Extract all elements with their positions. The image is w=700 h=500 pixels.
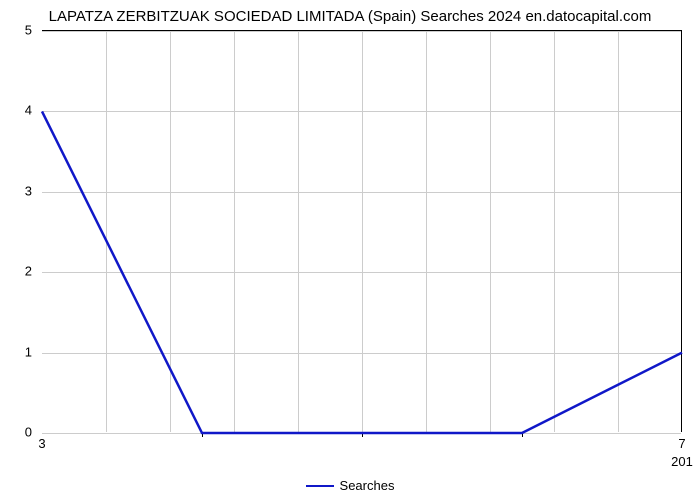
chart-container: LAPATZA ZERBITZUAK SOCIEDAD LIMITADA (Sp… bbox=[0, 0, 700, 500]
y-tick-label: 0 bbox=[0, 425, 32, 440]
x-tick-label-secondary: 201 bbox=[671, 454, 693, 469]
plot-area bbox=[42, 30, 682, 432]
legend-line bbox=[306, 485, 334, 487]
x-tick-label: 7 bbox=[678, 436, 685, 451]
series-line bbox=[42, 111, 682, 433]
series-svg bbox=[42, 31, 682, 433]
y-tick-label: 3 bbox=[0, 183, 32, 198]
x-tick-label: 3 bbox=[38, 436, 45, 451]
chart-title: LAPATZA ZERBITZUAK SOCIEDAD LIMITADA (Sp… bbox=[0, 8, 700, 25]
y-tick-label: 1 bbox=[0, 344, 32, 359]
y-tick-label: 5 bbox=[0, 23, 32, 38]
legend: Searches bbox=[0, 478, 700, 493]
legend-label: Searches bbox=[340, 478, 395, 493]
y-tick-label: 4 bbox=[0, 103, 32, 118]
y-tick-label: 2 bbox=[0, 264, 32, 279]
